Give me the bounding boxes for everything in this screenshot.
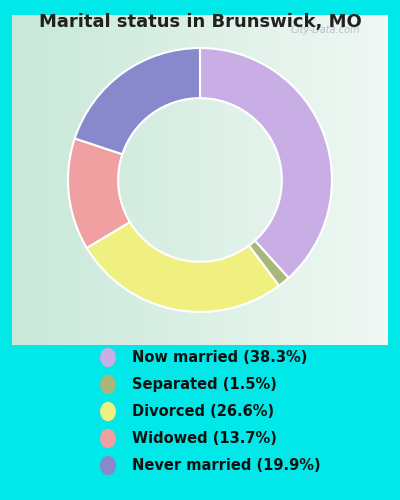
Text: Widowed (13.7%): Widowed (13.7%): [132, 431, 277, 446]
Text: Now married (38.3%): Now married (38.3%): [132, 350, 307, 365]
Wedge shape: [200, 48, 332, 278]
Wedge shape: [249, 240, 288, 286]
Wedge shape: [75, 48, 200, 154]
Wedge shape: [68, 138, 130, 248]
Text: Never married (19.9%): Never married (19.9%): [132, 458, 321, 473]
Text: City-Data.com: City-Data.com: [290, 25, 360, 35]
Text: Marital status in Brunswick, MO: Marital status in Brunswick, MO: [39, 12, 361, 30]
Wedge shape: [87, 222, 279, 312]
Text: Separated (1.5%): Separated (1.5%): [132, 377, 277, 392]
Text: Divorced (26.6%): Divorced (26.6%): [132, 404, 274, 419]
